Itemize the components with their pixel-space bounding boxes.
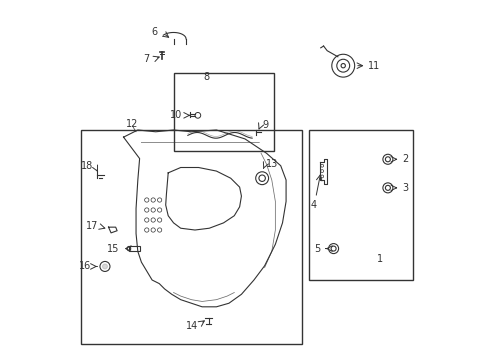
Text: 11: 11 [368,61,381,71]
Text: 5: 5 [314,244,320,253]
Text: 15: 15 [107,244,119,253]
Text: 9: 9 [262,120,268,130]
Text: 18: 18 [81,161,93,171]
Text: 4: 4 [311,201,317,210]
Text: 17: 17 [86,221,98,231]
Text: 16: 16 [79,261,92,271]
Text: 13: 13 [266,159,278,169]
Text: 8: 8 [203,72,210,82]
Bar [309,130,413,280]
Text: 3: 3 [402,183,408,193]
Text: 7: 7 [143,54,149,64]
Text: 6: 6 [151,27,157,37]
Circle shape [102,264,107,269]
Bar [81,130,302,344]
Text: 12: 12 [126,118,139,129]
Text: 2: 2 [402,154,409,164]
Text: 1: 1 [377,253,383,264]
Text: 14: 14 [186,321,198,331]
Bar [129,247,140,251]
Text: 10: 10 [170,111,182,120]
Bar [173,73,273,152]
